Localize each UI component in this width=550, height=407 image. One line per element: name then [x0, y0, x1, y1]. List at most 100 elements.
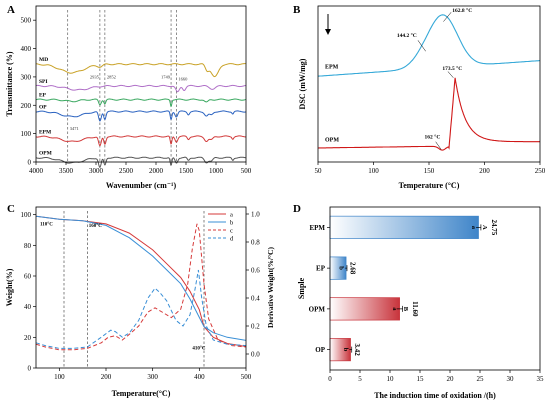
tga-annotation: 410°C	[192, 347, 205, 352]
ftir-ytick-label: 400	[21, 45, 32, 53]
tga-legend-label: d	[230, 236, 234, 243]
ftir-annotation: 3471	[70, 126, 79, 131]
tga-ytick-label: 100	[21, 211, 32, 219]
tga-y2-axis-title: Derivative Weight(%/°C)	[266, 247, 275, 328]
ftir-series-label-ep: EP	[39, 93, 47, 99]
ftir-series-spi	[35, 84, 246, 93]
ftir-xtick-label: 3500	[59, 167, 74, 175]
dsc-xtick-label: 200	[479, 167, 490, 175]
tga-series-d	[35, 269, 247, 349]
tga-ytick-label: 80	[24, 242, 32, 250]
ftir-x-axis-title: Wavenumber (cm⁻¹)	[106, 181, 177, 190]
dsc-annotation: 162 °C	[425, 134, 441, 141]
dsc-leader-epm-onset	[417, 40, 426, 52]
dsc-direction-arrow-head	[325, 29, 331, 35]
bar-letter-lower: a	[470, 226, 477, 230]
dsc-series-opm	[318, 77, 540, 151]
bar-category-label: EP	[316, 265, 326, 273]
bar-value-label: 3.42	[353, 344, 361, 357]
bar-xtick-label: 25	[477, 375, 485, 383]
tga-x-axis-title: Temperature(°C)	[112, 389, 171, 398]
bar-xtick-label: 30	[507, 375, 515, 383]
dsc-y-axis-title: DSC (mW/mg)	[298, 58, 307, 109]
ftir-series-opm	[35, 156, 247, 168]
tga-y2tick-label: 0.6	[251, 267, 260, 275]
bar-value-label: 11.60	[411, 301, 419, 317]
tga-xtick-label: 500	[241, 373, 252, 381]
dsc-annotation: 173.5 °C	[442, 65, 462, 72]
ftir-plot-frame	[35, 5, 247, 163]
tga-legend-label: b	[230, 220, 233, 227]
tga-ytick-label: 40	[24, 303, 32, 311]
ftir-annotation: 1660	[178, 76, 188, 81]
panel-b: EPM OPM 162.8 °C 144.2 °C 173.5 °C 162 °C 50 10…	[298, 5, 546, 190]
ftir-xtick-label: 4000	[29, 167, 44, 175]
panel-letter-d: D	[293, 203, 301, 215]
bar-xtick-label: 15	[417, 375, 425, 383]
ftir-xtick-label: 500	[241, 167, 252, 175]
tga-series-a	[35, 215, 247, 347]
tga-ytick-label: 20	[24, 334, 32, 342]
tga-annotation: 160°C	[89, 224, 102, 229]
panel-letter-b: B	[293, 4, 301, 16]
ftir-annotation: 2935	[90, 75, 100, 80]
bar-value-label: 2.68	[348, 262, 356, 275]
tga-y2tick-label: 0.4	[251, 295, 260, 303]
tga-annotation: 110°C	[40, 222, 53, 227]
bar-category-label: OP	[315, 346, 325, 354]
dsc-xtick-label: 100	[368, 167, 379, 175]
bar-opm	[329, 297, 400, 321]
ftir-ytick-label: 500	[21, 17, 32, 25]
ftir-xtick-label: 3000	[89, 167, 104, 175]
bar-xtick-label: 5	[358, 375, 362, 383]
bar-plot-frame	[329, 206, 541, 371]
ftir-series-label-op: OP	[39, 105, 47, 111]
ftir-series-label-md: MD	[39, 57, 48, 63]
ftir-series-md	[36, 63, 247, 78]
dsc-xtick-label: 50	[315, 167, 323, 175]
tga-y2tick-label: 0.8	[251, 239, 260, 247]
dsc-label-epm: EPM	[325, 64, 339, 70]
tga-y2tick-label: 0.2	[251, 323, 260, 331]
dsc-xtick-label: 250	[535, 167, 546, 175]
dsc-x-axis-title: Temperature (°C)	[399, 181, 460, 190]
tga-xtick-label: 100	[54, 373, 65, 381]
bar-xtick-label: 35	[537, 375, 545, 383]
bar-xtick-label: 20	[447, 375, 455, 383]
bar-value-label: 24.75	[490, 220, 498, 236]
bar-category-label: OPM	[309, 305, 326, 313]
dsc-leader-opm-dip	[435, 141, 442, 150]
bar-xtick-label: 0	[328, 375, 332, 383]
dsc-xtick-label: 150	[424, 167, 435, 175]
tga-ytick-label: 0	[28, 365, 32, 373]
panel-letter-c: C	[7, 203, 15, 215]
tga-legend-label: c	[230, 228, 233, 235]
tga-y-axis-title: Weight(%)	[5, 268, 14, 306]
ftir-series-label-spi: SPI	[39, 79, 48, 85]
bar-letter-upper: B	[402, 307, 409, 312]
dsc-series-epm	[317, 14, 541, 77]
ftir-series-ep	[35, 98, 247, 108]
panel-letter-a: A	[7, 4, 15, 16]
ftir-ytick-label: 100	[21, 130, 32, 138]
ftir-series-label-opm: OPM	[39, 151, 53, 157]
ftir-xtick-label: 1500	[179, 167, 194, 175]
tga-xtick-label: 300	[147, 373, 158, 381]
tga-ytick-label: 60	[24, 273, 32, 281]
ftir-annotation: 1749	[161, 75, 171, 80]
bar-letter-upper: A	[481, 225, 488, 230]
ftir-ytick-label: 200	[21, 102, 32, 110]
tga-plot-frame	[35, 206, 247, 369]
bar-letter-lower: b	[338, 266, 345, 270]
tga-series-c	[35, 223, 247, 351]
dsc-annotation: 144.2 °C	[397, 32, 417, 39]
tga-xtick-label: 400	[194, 373, 205, 381]
ftir-annotation: 2852	[107, 75, 116, 80]
bar-xtick-label: 10	[387, 375, 395, 383]
dsc-annotation: 162.8 °C	[452, 7, 472, 14]
dsc-leader-opm-peak	[447, 71, 454, 78]
